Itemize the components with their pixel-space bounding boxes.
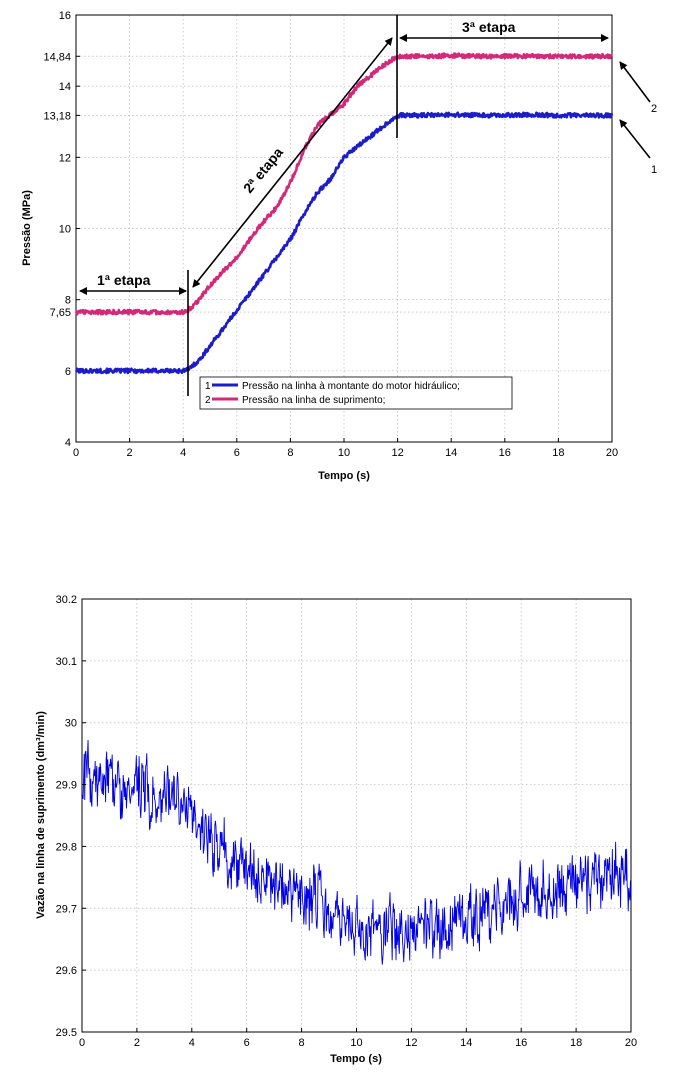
flow-series bbox=[81, 740, 632, 965]
pressure-y-tick-label: 12 bbox=[59, 152, 71, 164]
pressure-series bbox=[74, 52, 614, 375]
pressure-chart: 0 2 4 6 8 10 12 14 16 18 20 467,658101213,181414,8… bbox=[21, 10, 657, 482]
pressure-y-tick-label: 7,65 bbox=[50, 307, 71, 319]
pointer-arrow-1 bbox=[619, 119, 651, 159]
flow-x-tick-label: 18 bbox=[570, 1037, 582, 1049]
pressure-y-tick-label: 10 bbox=[59, 224, 71, 236]
pressure-x-tick-label: 12 bbox=[391, 447, 403, 459]
pointer-label-1: 1 bbox=[651, 164, 657, 176]
flow-y-tick-label: 30 bbox=[65, 718, 77, 730]
flow-chart: 0 2 4 6 8 10 12 14 16 18 20 29.5 29.6 29.7 29.8 29.9 30… bbox=[35, 594, 637, 1065]
legend-number-2: 2 bbox=[205, 395, 211, 406]
flow-x-tick-label: 14 bbox=[460, 1037, 472, 1049]
pressure-x-tick-label: 14 bbox=[445, 447, 457, 459]
flow-x-tick-label: 2 bbox=[134, 1037, 140, 1049]
pressure-y-tick-label: 13,18 bbox=[43, 110, 71, 122]
pressure-x-tick-label: 10 bbox=[338, 447, 350, 459]
stage-2-arrow bbox=[192, 37, 393, 288]
flow-y-tick-label: 29.9 bbox=[56, 780, 77, 792]
pressure-x-axis-label: Tempo (s) bbox=[318, 470, 370, 482]
flow-series-line bbox=[81, 740, 632, 965]
pressure-y-tick-label: 8 bbox=[65, 295, 71, 307]
legend-entry-1: Pressão na linha à montante do motor hid… bbox=[242, 381, 460, 392]
flow-y-tick-label: 29.8 bbox=[56, 841, 77, 853]
flow-y-tick-label: 30.1 bbox=[56, 656, 77, 668]
pointer-label-2: 2 bbox=[651, 103, 657, 115]
flow-x-tick-label: 20 bbox=[625, 1037, 637, 1049]
pressure-x-tick-label: 4 bbox=[180, 447, 186, 459]
flow-x-tick-label: 4 bbox=[189, 1037, 195, 1049]
flow-y-ticks: 29.5 29.6 29.7 29.8 29.9 30 30.1 30.2 bbox=[56, 594, 86, 1039]
pressure-x-tick-label: 16 bbox=[499, 447, 511, 459]
pressure-x-tick-label: 6 bbox=[234, 447, 240, 459]
flow-x-axis-label: Tempo (s) bbox=[330, 1053, 382, 1065]
flow-y-tick-label: 30.2 bbox=[56, 594, 77, 606]
flow-y-tick-label: 29.5 bbox=[56, 1027, 77, 1039]
flow-grid bbox=[82, 599, 631, 1032]
flow-x-tick-label: 16 bbox=[515, 1037, 527, 1049]
pressure-y-tick-label: 4 bbox=[65, 437, 71, 449]
flow-y-tick-label: 29.6 bbox=[56, 965, 77, 977]
flow-x-tick-label: 12 bbox=[405, 1037, 417, 1049]
pressure-x-ticks: 0 2 4 6 8 10 12 14 16 18 20 bbox=[73, 438, 618, 459]
pressure-x-tick-label: 18 bbox=[552, 447, 564, 459]
flow-x-ticks: 0 2 4 6 8 10 12 14 16 18 20 bbox=[79, 1028, 637, 1049]
pressure-y-tick-label: 16 bbox=[59, 10, 71, 22]
flow-x-tick-label: 0 bbox=[79, 1037, 85, 1049]
pointer-arrow-2 bbox=[619, 61, 651, 103]
flow-x-tick-label: 10 bbox=[350, 1037, 362, 1049]
flow-x-tick-label: 6 bbox=[244, 1037, 250, 1049]
pressure-x-tick-label: 8 bbox=[287, 447, 293, 459]
pressure-legend: 1 Pressão na linha à montante do motor h… bbox=[199, 376, 513, 410]
pressure-x-tick-label: 20 bbox=[606, 447, 618, 459]
legend-box bbox=[199, 376, 513, 410]
pressure-y-ticks: 4 6 7,658 10 12 13,18 14 14,84 16 bbox=[43, 10, 80, 449]
pressure-x-tick-label: 0 bbox=[73, 447, 79, 459]
flow-y-axis-label: Vazão na linha de suprimento (dm³/min) bbox=[35, 711, 47, 919]
flow-x-tick-label: 8 bbox=[299, 1037, 305, 1049]
pressure-y-tick-label: 6 bbox=[65, 366, 71, 378]
pressure-x-tick-label: 2 bbox=[127, 447, 133, 459]
pressure-y-axis-label: Pressão (MPa) bbox=[21, 190, 33, 266]
stage-1-label: 1ª etapa bbox=[97, 272, 151, 288]
flow-y-tick-label: 29.7 bbox=[56, 903, 77, 915]
pressure-y-tick-label: 14,84 bbox=[43, 51, 71, 63]
pressure-y-tick-label: 14 bbox=[59, 81, 71, 93]
stage-2-label: 2ª etapa bbox=[240, 144, 286, 196]
legend-number-1: 1 bbox=[205, 381, 211, 392]
legend-entry-2: Pressão na linha de suprimento; bbox=[242, 395, 385, 406]
stage-3-label: 3ª etapa bbox=[462, 19, 516, 35]
